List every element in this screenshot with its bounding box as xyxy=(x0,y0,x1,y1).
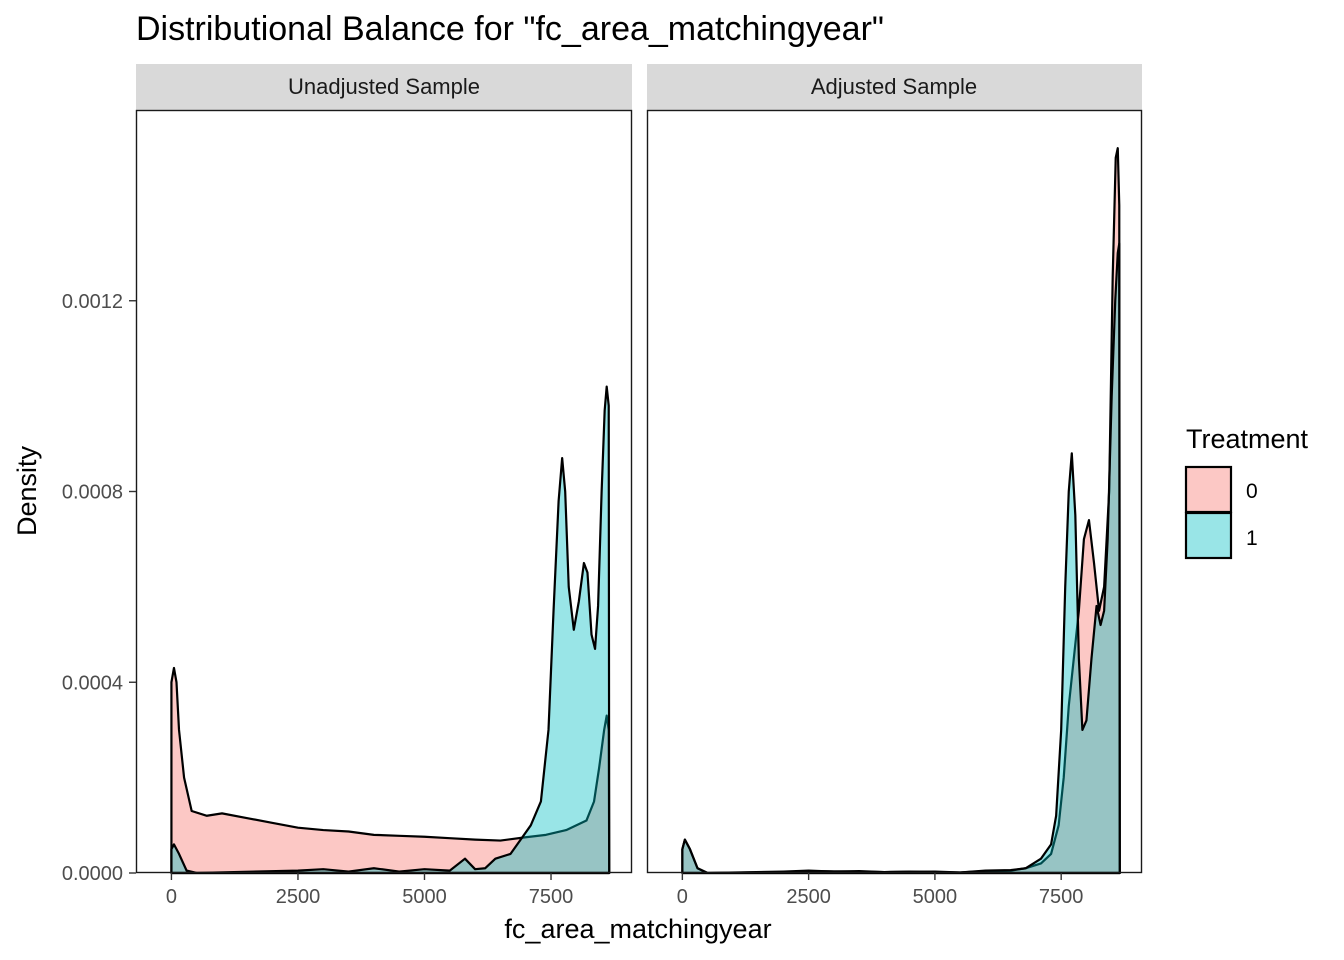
legend-label-0: 0 xyxy=(1246,480,1258,503)
x-tick-label-unadjusted-5000: 5000 xyxy=(402,886,447,908)
legend-key-1 xyxy=(1184,511,1233,560)
x-axis-unadjusted: 0 2500 5000 7500 xyxy=(166,873,573,908)
panel-adjusted: Adjusted Sample xyxy=(646,64,1143,875)
x-tick-label-unadjusted-7500: 7500 xyxy=(529,886,574,908)
y-tick-label-0.0008: 0.0008 xyxy=(62,482,123,504)
strip-label-unadjusted: Unadjusted Sample xyxy=(288,74,480,99)
strip-unadjusted xyxy=(136,64,632,110)
density-area-unadjusted-treatment-1 xyxy=(170,385,611,875)
y-tick-label-0.0004: 0.0004 xyxy=(62,672,123,694)
panel-unadjusted-border xyxy=(135,109,633,874)
density-area-unadjusted-treatment-0 xyxy=(170,666,611,875)
panel-unadjusted: Unadjusted Sample xyxy=(135,64,633,875)
legend-label-1: 1 xyxy=(1246,527,1258,550)
panel-unadjusted-marks xyxy=(170,385,611,875)
x-tick-label-adjusted-7500: 7500 xyxy=(1039,886,1084,908)
x-axis-adjusted: 0 2500 5000 7500 xyxy=(677,873,1084,908)
y-tick-label-0.0000: 0.0000 xyxy=(62,863,123,885)
x-axis-title: fc_area_matchingyear xyxy=(504,914,771,944)
y-axis: 0.0000 0.0004 0.0008 0.0012 xyxy=(62,291,136,885)
legend-title: Treatment xyxy=(1186,424,1309,454)
strip-label-adjusted: Adjusted Sample xyxy=(811,74,977,99)
density-area-adjusted-treatment-1 xyxy=(681,242,1121,875)
x-tick-label-adjusted-5000: 5000 xyxy=(913,886,958,908)
y-axis-title: Density xyxy=(12,445,42,536)
strip-adjusted xyxy=(647,64,1142,110)
x-tick-label-adjusted-0: 0 xyxy=(677,886,688,908)
x-tick-label-unadjusted-0: 0 xyxy=(166,886,177,908)
y-tick-label-0.0012: 0.0012 xyxy=(62,291,123,313)
legend: Treatment 0 1 xyxy=(1184,424,1309,560)
chart-title: Distributional Balance for "fc_area_matc… xyxy=(136,10,884,48)
x-tick-label-adjusted-2500: 2500 xyxy=(786,886,831,908)
legend-key-0 xyxy=(1184,465,1233,514)
panel-adjusted-border xyxy=(646,109,1143,874)
x-tick-label-unadjusted-2500: 2500 xyxy=(276,886,321,908)
